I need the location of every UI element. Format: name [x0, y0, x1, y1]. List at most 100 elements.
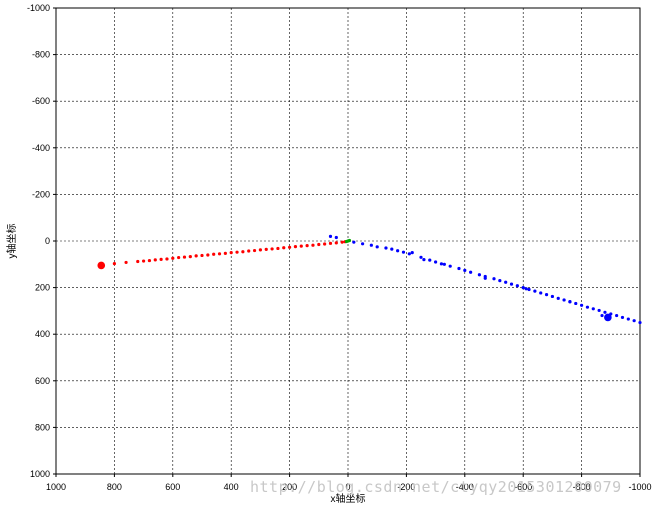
series-0-point	[252, 248, 257, 253]
series-1-point	[422, 258, 426, 262]
series-1-point	[580, 303, 584, 307]
series-1-point	[603, 310, 607, 314]
series-1-point	[448, 264, 452, 268]
series-1-point	[591, 307, 595, 311]
series-0-point	[223, 251, 227, 255]
series-0-point	[305, 244, 309, 248]
series-0-point	[258, 248, 262, 252]
series-1-point	[477, 273, 481, 277]
series-1-point	[562, 298, 566, 302]
series-0-point	[282, 246, 286, 250]
series-0-point	[177, 255, 181, 260]
y-tick-label: -200	[32, 189, 50, 199]
x-tick-label: 200	[282, 482, 297, 492]
series-0-point	[136, 259, 140, 264]
x-axis-title: x轴坐标	[331, 492, 366, 505]
series-0-point	[241, 250, 245, 254]
series-0-point	[288, 245, 292, 249]
series-0-point	[340, 240, 344, 244]
highlight-point	[604, 313, 612, 322]
series-1-point	[469, 270, 473, 274]
y-tick-label: -800	[32, 50, 50, 60]
series-2-point	[344, 239, 349, 244]
x-tick-label: 1000	[46, 482, 66, 492]
y-tick-label: 400	[35, 329, 50, 339]
series-1-point	[334, 235, 338, 240]
series-0-point	[147, 258, 152, 263]
series-1-point	[533, 289, 537, 293]
series-0-point	[194, 254, 198, 258]
series-0-point	[323, 242, 327, 246]
series-1-point	[521, 286, 525, 290]
series-1-point	[498, 279, 502, 283]
series-1-point	[527, 287, 531, 292]
series-1-point	[439, 262, 444, 266]
y-tick-label: 200	[35, 283, 50, 293]
series-1-point	[401, 250, 406, 254]
x-tick-label: 800	[107, 482, 122, 492]
series-1-point	[369, 243, 373, 247]
series-1-point	[524, 287, 528, 291]
series-0-point	[188, 255, 192, 259]
x-tick-label: -800	[573, 482, 591, 492]
watermark: http://blog.csdn.net/ctyqy2015301200079	[250, 478, 622, 496]
series-1-point	[361, 242, 365, 246]
series-1-point	[483, 276, 487, 280]
series-1-point	[568, 299, 572, 304]
series-1-point	[585, 305, 590, 309]
x-tick-label: 600	[165, 482, 180, 492]
series-0-point	[264, 247, 268, 251]
highlight-point	[97, 261, 106, 270]
series-1-point	[419, 255, 423, 259]
series-1-point	[434, 260, 438, 264]
series-0-point	[124, 260, 128, 265]
series-1-point	[600, 313, 604, 318]
series-0-point	[165, 257, 169, 261]
series-0-point	[328, 241, 333, 245]
series-1-point	[544, 292, 549, 297]
series-0-point	[112, 262, 116, 266]
series-1-point	[442, 262, 446, 266]
series-1-point	[550, 294, 555, 299]
series-1-point	[396, 249, 400, 253]
series-1-point	[539, 291, 543, 295]
y-tick-label: 1000	[30, 469, 50, 479]
series-1-point	[638, 320, 642, 325]
series-0-point	[229, 251, 233, 255]
series-1-point	[352, 240, 356, 244]
x-tick-label: -1000	[628, 482, 651, 492]
series-0-point	[235, 250, 239, 254]
series-0-point	[334, 241, 338, 245]
series-1-point	[328, 234, 333, 238]
series-0-point	[276, 246, 280, 251]
series-1-point	[457, 266, 461, 271]
series-1-point	[463, 268, 467, 272]
series-0-point	[171, 256, 175, 260]
series-1-point	[384, 246, 388, 250]
x-tick-label: -400	[456, 482, 474, 492]
series-0-point	[153, 258, 157, 262]
series-0-point	[299, 244, 303, 248]
y-tick-label: 0	[45, 236, 50, 246]
series-0-point	[200, 253, 204, 258]
series-1-point	[492, 277, 496, 281]
series-1-point	[615, 313, 619, 318]
y-tick-label: -400	[32, 143, 50, 153]
series-1-point	[390, 247, 394, 251]
series-1-point	[620, 315, 625, 320]
y-tick-label: 800	[35, 422, 50, 432]
series-0-point	[317, 242, 321, 247]
series-0-point	[311, 243, 315, 247]
series-1-point	[597, 308, 601, 313]
series-0-point	[217, 252, 222, 256]
series-0-point	[212, 252, 216, 256]
axis-ticks: 1000 800 600 400 200 0 -200 -400 -600 -800 -1000 -1…	[27, 3, 652, 492]
series-1-point	[509, 282, 514, 286]
y-tick-label: -600	[32, 96, 50, 106]
x-tick-label: -200	[397, 482, 415, 492]
series-1-point	[504, 280, 508, 284]
series-1-point	[515, 284, 519, 288]
series-0-point	[159, 257, 163, 262]
series-0-point	[206, 253, 210, 257]
